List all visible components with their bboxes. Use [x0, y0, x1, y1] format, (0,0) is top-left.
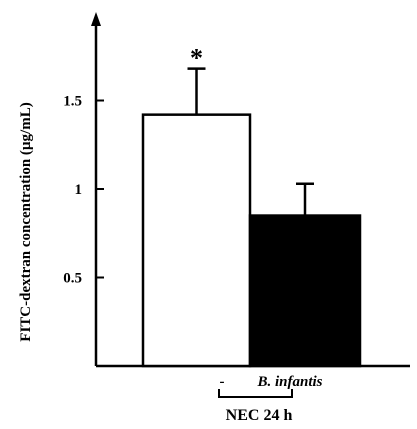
y-tick-label: 0.5	[63, 271, 82, 287]
y-tick-label: 1	[75, 182, 83, 198]
bars: *	[141, 44, 362, 368]
y-tick-label: 1.5	[63, 94, 82, 110]
y-axis-label: FITC-dextran concentration (µg/mL)	[18, 102, 34, 341]
x-category-label: B. infantis	[256, 374, 322, 390]
bar-1	[141, 113, 252, 368]
bar-2	[248, 214, 362, 368]
significance-marker: *	[190, 44, 203, 73]
x-category-labels: - B. infantis	[220, 374, 323, 390]
y-ticks: 0.5 1 1.5	[63, 94, 104, 287]
x-axis-label: NEC 24 h	[226, 407, 293, 424]
x-category-label: -	[220, 374, 225, 390]
nec-bracket	[218, 389, 293, 398]
y-axis-arrow	[91, 12, 101, 26]
